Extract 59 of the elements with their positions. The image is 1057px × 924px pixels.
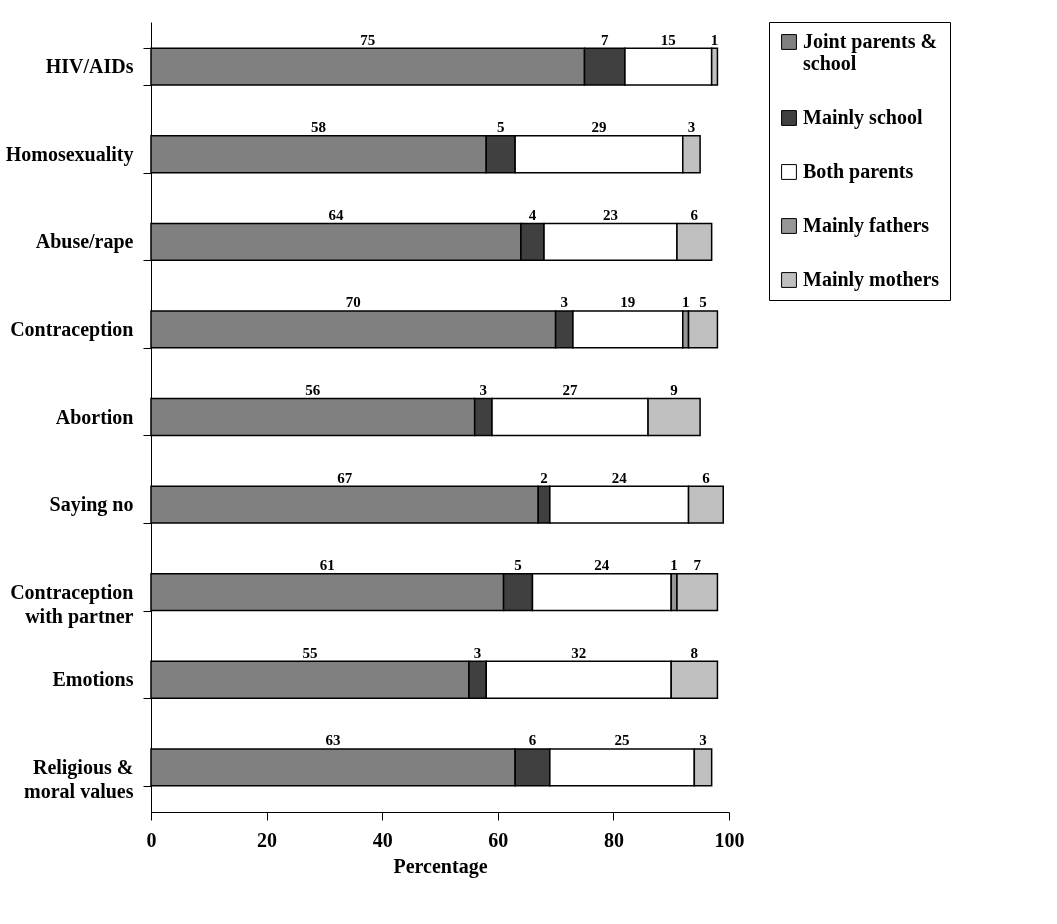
data-label: 64 — [328, 206, 344, 223]
y-tick-label: Contraception with partner — [10, 580, 134, 628]
data-label: 6 — [702, 469, 711, 486]
data-label: 3 — [473, 644, 482, 661]
data-label: 25 — [614, 732, 630, 749]
data-label: 63 — [325, 732, 341, 749]
data-label: 24 — [611, 469, 628, 486]
data-label: 19 — [620, 294, 636, 311]
data-label: 3 — [560, 294, 569, 311]
data-label: 9 — [670, 382, 678, 398]
y-tick-label: Abortion — [55, 405, 134, 428]
data-label: 5 — [496, 119, 505, 136]
x-tick-label: 100 — [714, 828, 745, 851]
data-label: 2 — [540, 469, 548, 486]
data-label: 6 — [690, 206, 699, 223]
y-tick-label: Homosexuality — [5, 142, 134, 166]
legend-label: Both parents — [803, 160, 914, 183]
x-tick-label: 40 — [372, 828, 393, 851]
y-tick-label: Religious & moral values — [24, 755, 134, 802]
x-tick-label: 80 — [603, 828, 624, 851]
data-label: 67 — [337, 469, 353, 486]
data-label: 8 — [690, 644, 699, 661]
x-tick-label: 60 — [488, 828, 509, 851]
legend-label: Mainly mothers — [803, 268, 940, 291]
data-label: 29 — [591, 119, 607, 136]
data-label: 7 — [600, 31, 609, 48]
y-tick-label: Abuse/rape — [35, 230, 134, 254]
data-label: 27 — [562, 382, 579, 398]
data-label: 32 — [571, 644, 587, 661]
data-label: 58 — [311, 119, 327, 136]
x-axis-title: Percentage — [393, 854, 488, 878]
legend-label: Mainly fathers — [803, 214, 930, 237]
data-label: 75 — [360, 31, 376, 48]
data-label: 3 — [687, 119, 696, 136]
data-label: 15 — [660, 31, 676, 48]
data-label: 24 — [594, 557, 610, 574]
data-label: 6 — [528, 732, 537, 749]
y-tick-label: Emotions — [52, 668, 134, 691]
data-label: 4 — [528, 206, 537, 223]
data-label: 1 — [710, 31, 719, 48]
data-label: 5 — [514, 557, 522, 574]
legend-label: Mainly school — [803, 106, 923, 129]
data-label: 70 — [345, 294, 361, 311]
data-label: 55 — [302, 644, 318, 661]
data-label: 56 — [305, 382, 321, 398]
data-label: 1 — [670, 557, 678, 574]
x-tick-label: 20 — [257, 828, 278, 851]
data-label: 3 — [479, 382, 488, 398]
data-label: 23 — [603, 206, 619, 223]
data-label: 1 — [681, 294, 690, 311]
data-label: 3 — [699, 732, 707, 749]
legend-label: Joint parents & school — [803, 30, 938, 74]
y-tick-label: HIV/AIDs — [45, 55, 134, 78]
y-tick-label: Saying no — [49, 493, 134, 517]
data-label: 61 — [319, 557, 335, 574]
data-label: 7 — [693, 557, 702, 574]
y-tick-label: Contraception — [10, 317, 134, 341]
data-label: 5 — [699, 294, 707, 311]
x-tick-label: 0 — [146, 828, 157, 851]
